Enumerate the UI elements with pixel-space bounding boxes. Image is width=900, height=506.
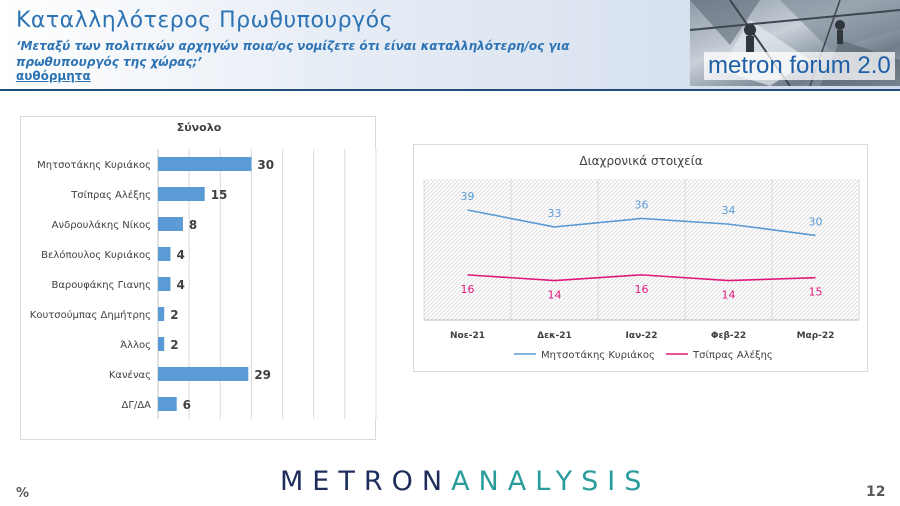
bar-category-label: Βαρουφάκης Γιανης [51,279,151,291]
bar-chart: Σύνολο Μητσοτάκης Κυριάκος 30 Τσίπρας Αλέξη… [30,121,377,419]
series-data-label: 36 [635,198,649,211]
unit-label: % [16,486,30,501]
series-data-label: 33 [548,207,562,220]
bar-category-label: Άλλος [120,339,151,351]
bar-category-label: Ανδρουλάκης Νίκος [52,219,151,231]
bar-value-label: 8 [189,218,197,232]
bar-value-label: 2 [170,338,178,352]
series-data-label: 16 [635,283,649,296]
series-data-label: 16 [461,283,475,296]
bar [158,397,177,411]
bar [158,247,171,261]
bar-category-label: Κουτσούμπας Δημήτρης [30,309,151,321]
bar-value-label: 4 [176,278,184,292]
bar [158,367,249,381]
bar [158,217,183,231]
bar-category-label: ΔΓ/ΔΑ [122,400,152,411]
bar-value-label: 2 [170,308,178,322]
bar-value-label: 15 [211,188,228,202]
header-divider [0,89,900,91]
series-line [467,209,816,237]
bar-category-label: Κανένας [109,369,151,381]
metron-analysis-logo: METRONANALYSIS [280,466,650,497]
line-x-tick-label: Νοε-21 [450,331,485,341]
bar [158,157,252,171]
bar-category-label: Βελόπουλος Κυριάκος [41,249,151,261]
series-data-label: 14 [548,289,562,302]
line-x-tick-label: Δεκ-21 [537,331,572,341]
line-chart-title: Διαχρονικά στοιχεία [579,154,702,168]
page-number: 12 [866,484,886,500]
bar-chart-panel: Σύνολο Μητσοτάκης Κυριάκος 30 Τσίπρας Αλέξη… [20,116,377,440]
series-data-label: 15 [809,286,823,299]
survey-question: ‘Μεταξύ των πολιτικών αρχηγών ποια/ος νο… [16,39,570,69]
logo-text: metron forum 2.0 [704,52,895,80]
bar-category-label: Μητσοτάκης Κυριάκος [37,159,151,171]
brand-part-1: METRON [280,466,452,497]
metron-forum-logo: metron forum 2.0 [690,0,900,86]
bar-chart-title: Σύνολο [177,121,222,134]
slide-title: Καταλληλότερος Πρωθυπουργός [16,8,394,33]
brand-part-2: ANALYSIS [451,466,651,497]
line-chart-panel: Διαχρονικά στοιχεία Νοε-21 Δεκ-21 Ιαν-22 Φεβ… [413,144,868,372]
line-plot-area [424,179,859,320]
legend-label: Μητσοτάκης Κυριάκος [541,349,655,361]
bar [158,277,171,291]
line-x-tick-label: Ιαν-22 [626,331,658,341]
line-chart: Διαχρονικά στοιχεία Νοε-21 Δεκ-21 Ιαν-22 Φεβ… [423,154,860,361]
bar [158,187,205,201]
line-x-tick-label: Μαρ-22 [797,331,835,341]
series-data-label: 39 [461,190,475,203]
series-line [467,274,816,282]
legend-label: Τσίπρας Αλέξης [692,349,773,361]
bar-value-label: 29 [254,368,271,382]
bar-value-label: 6 [183,398,191,412]
bar [158,307,165,321]
line-x-tick-label: Φεβ-22 [711,331,746,341]
series-data-label: 30 [809,215,823,228]
series-data-label: 34 [722,204,736,217]
bar-category-label: Τσίπρας Αλέξης [70,189,151,201]
series-data-label: 14 [722,289,736,302]
bar-value-label: 4 [176,248,184,262]
question-note: αυθόρμητα [16,69,91,83]
bar [158,337,165,351]
bar-value-label: 30 [257,158,274,172]
